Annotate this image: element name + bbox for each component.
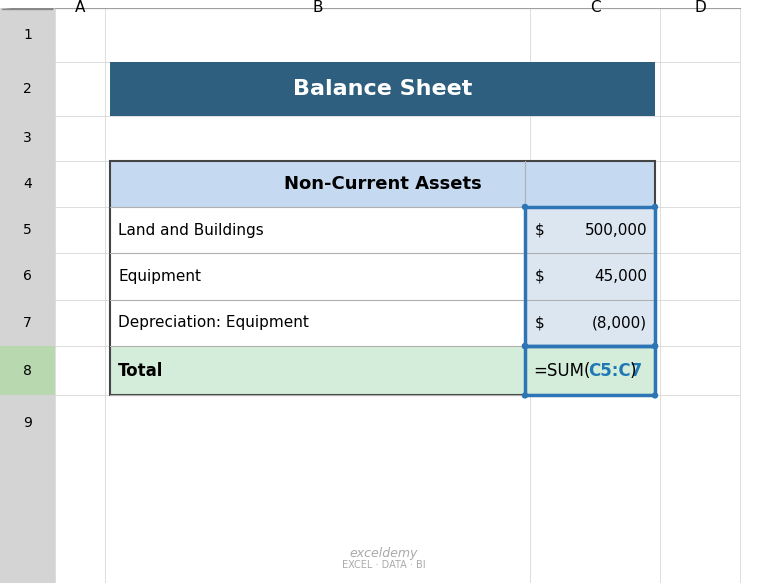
Text: exceldemy: exceldemy (349, 547, 419, 560)
Text: C5:C7: C5:C7 (588, 362, 642, 380)
Bar (525, 253, 655, 300)
Text: $: $ (535, 269, 545, 284)
Bar (110, 160, 655, 395)
Text: B: B (313, 0, 323, 15)
Text: 8: 8 (23, 364, 32, 378)
Circle shape (522, 393, 528, 398)
Bar (110, 160, 655, 207)
Bar (110, 253, 525, 300)
Text: 45,000: 45,000 (594, 269, 647, 284)
Bar (55, 8, 740, 583)
Text: $: $ (535, 315, 545, 331)
Text: Non-Current Assets: Non-Current Assets (283, 175, 482, 193)
Circle shape (522, 205, 528, 209)
Text: EXCEL · DATA · BI: EXCEL · DATA · BI (343, 560, 425, 570)
Bar (0, 116, 55, 160)
Text: Land and Buildings: Land and Buildings (118, 223, 263, 238)
Circle shape (522, 343, 528, 349)
Bar (0, 395, 55, 449)
Text: $: $ (535, 223, 545, 238)
Text: C: C (590, 0, 601, 15)
Bar (525, 207, 655, 253)
Text: 2: 2 (23, 82, 32, 96)
Text: 4: 4 (23, 177, 32, 191)
Bar (110, 300, 525, 346)
Text: 7: 7 (23, 316, 32, 330)
Bar (110, 62, 655, 116)
Bar (0, 207, 55, 253)
Bar (525, 346, 655, 395)
Bar (0, 160, 55, 207)
Text: 9: 9 (23, 416, 32, 430)
Text: 3: 3 (23, 131, 32, 145)
Text: 500,000: 500,000 (584, 223, 647, 238)
Bar (525, 207, 655, 346)
Bar (525, 300, 655, 346)
Circle shape (653, 343, 657, 349)
Text: Total: Total (118, 362, 164, 380)
Text: 5: 5 (23, 223, 32, 237)
Text: 1: 1 (23, 27, 32, 41)
Text: A: A (74, 0, 85, 15)
Polygon shape (2, 5, 53, 9)
Circle shape (522, 343, 528, 349)
Text: 6: 6 (23, 269, 32, 283)
Bar (0, 300, 55, 346)
Bar (0, 62, 55, 116)
Circle shape (653, 205, 657, 209)
Bar (0, 253, 55, 300)
Text: (8,000): (8,000) (592, 315, 647, 331)
Circle shape (653, 393, 657, 398)
Text: Equipment: Equipment (118, 269, 201, 284)
Text: =SUM(: =SUM( (533, 362, 591, 380)
Bar (525, 346, 655, 395)
Bar (110, 207, 525, 253)
Text: Balance Sheet: Balance Sheet (293, 79, 472, 99)
Circle shape (653, 343, 657, 349)
Bar (110, 346, 525, 395)
Bar (0, 8, 55, 583)
Text: D: D (694, 0, 706, 15)
Text: ): ) (630, 362, 637, 380)
Bar (0, 8, 55, 62)
Text: Depreciation: Equipment: Depreciation: Equipment (118, 315, 309, 331)
Bar (0, 346, 55, 395)
